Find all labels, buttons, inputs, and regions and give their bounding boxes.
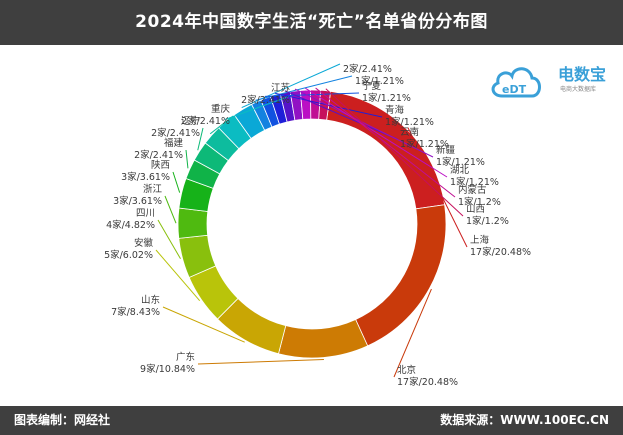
data-source: 数据来源：WWW.100EC.CN — [440, 413, 609, 427]
slice-label-name: 北京 — [397, 364, 416, 376]
slice-label: 1家/1.21% — [355, 75, 404, 87]
slice-label-name: 山东 — [141, 294, 160, 306]
donut-slices — [177, 89, 447, 359]
slice-label-value: 17家/20.48% — [470, 246, 531, 258]
slice-北京 — [355, 204, 447, 347]
leader-line — [185, 149, 189, 169]
leader-line — [407, 127, 468, 248]
leader-line — [284, 90, 398, 140]
slice-label-name: 内蒙古 — [458, 184, 487, 196]
leader-line — [197, 358, 324, 365]
slice-label-name: 浙江 — [143, 183, 163, 195]
slice-label-value: 1家/1.21% — [355, 75, 404, 87]
footer-bar: 图表编制：网经社 数据来源：WWW.100EC.CN — [0, 406, 623, 435]
leader-line — [164, 195, 177, 224]
slice-label-value: 3家/3.61% — [121, 171, 170, 183]
slice-label-name: 福建 — [164, 137, 184, 149]
slice-浙江 — [177, 207, 209, 239]
slice-label-name: 江苏 — [271, 82, 291, 94]
slice-label-value: 1家/1.21% — [450, 176, 499, 188]
slice-label-value: 4家/4.82% — [106, 219, 155, 231]
chart-credit: 图表编制：网经社 — [14, 413, 111, 427]
slice-label-name: 青海 — [385, 104, 405, 116]
leader-line — [197, 127, 204, 151]
slice-label-name: 上海 — [470, 234, 490, 246]
leader-line — [294, 88, 434, 158]
slice-label-value: 1家/1.2% — [458, 196, 501, 208]
leader-line — [162, 306, 245, 343]
slice-label-value: 7家/8.43% — [111, 306, 160, 318]
slice-label-value: 1家/1.2% — [466, 215, 509, 227]
slice-label-value: 2家/2.41% — [134, 149, 183, 161]
slice-label-name: 四川 — [136, 208, 155, 219]
chart-title: 2024年中国数字生活“死亡”名单省份分布图 — [135, 12, 488, 32]
logo-icon-text: eDT — [502, 83, 527, 96]
slice-label-name: 重庆 — [211, 103, 231, 115]
donut-chart: 上海17家/20.48%北京17家/20.48%广东9家/10.84%山东7家/… — [104, 63, 531, 388]
slice-label-value: 2家/2.41% — [181, 115, 230, 127]
title-bar: 2024年中国数字生活“死亡”名单省份分布图 — [0, 0, 623, 45]
slice-label-name: 山西 — [466, 204, 485, 215]
slice-label-value: 2家/2.41% — [343, 63, 392, 75]
slice-label-value: 17家/20.48% — [397, 376, 458, 388]
slice-label-value: 1家/1.21% — [362, 92, 411, 104]
slice-label-value: 2家/2.41% — [151, 127, 200, 139]
slice-label-name: 湖北 — [450, 165, 470, 176]
slice-广东 — [278, 318, 369, 359]
logo-text: 电数宝 — [558, 65, 607, 84]
leader-line — [393, 288, 432, 378]
leader-line — [264, 92, 360, 97]
slice-labels: 上海17家/20.48%北京17家/20.48%广东9家/10.84%山东7家/… — [104, 63, 531, 388]
slice-label-name: 广东 — [176, 351, 195, 363]
slice-label-value: 2家/2.41% — [241, 94, 290, 106]
slice-label-name: 安徽 — [134, 237, 154, 249]
slice-label-name: 辽宁 — [181, 115, 200, 127]
slice-label-name: 陕西 — [151, 159, 170, 171]
slice-label-value: 1家/1.21% — [400, 138, 449, 150]
slice-label-name: 宁夏 — [362, 80, 382, 92]
slice-label-value: 5家/6.02% — [104, 249, 153, 261]
leader-line — [315, 87, 456, 198]
slice-label-value: 3家/3.61% — [113, 195, 162, 207]
slice-label-name: 新疆 — [436, 144, 456, 156]
slice-label-value: 1家/1.21% — [436, 156, 485, 168]
slice-label: 2家/2.41% — [343, 63, 392, 75]
leader-line — [224, 94, 294, 120]
leader-lines — [155, 63, 468, 378]
leader-line — [209, 115, 234, 135]
leader-line — [305, 87, 448, 178]
leader-line — [241, 63, 341, 109]
logo-subtext: 电商大数据库 — [560, 86, 597, 93]
logo-cloud-icon: eDT — [491, 67, 541, 98]
leader-line — [172, 171, 181, 193]
slice-label-name: 云南 — [400, 126, 419, 138]
slice-label-value: 9家/10.84% — [140, 363, 195, 375]
leader-line — [157, 219, 181, 260]
leader-line — [325, 88, 464, 217]
slice-label-value: 1家/1.21% — [385, 116, 434, 128]
leader-line — [155, 249, 201, 302]
